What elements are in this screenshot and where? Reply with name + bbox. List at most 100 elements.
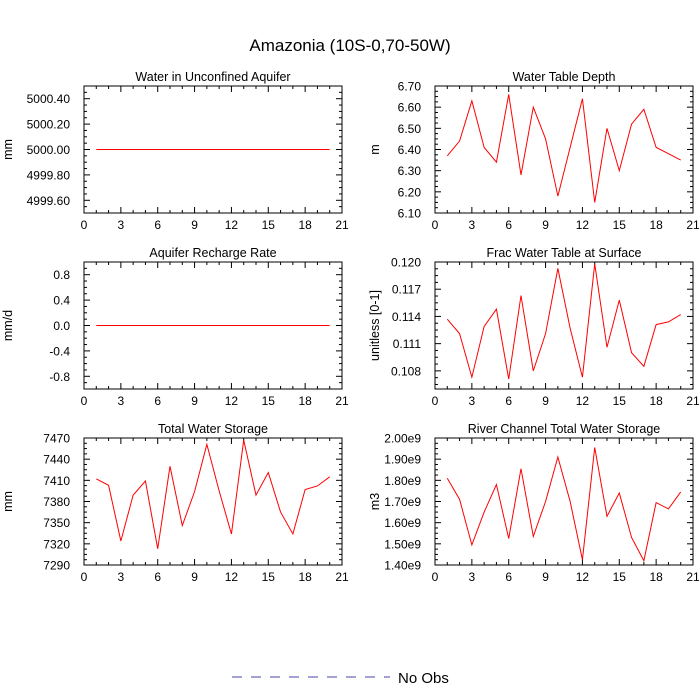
y-tick-label: 7380 bbox=[43, 495, 70, 509]
x-tick-label: 21 bbox=[335, 394, 349, 408]
x-tick-label: 0 bbox=[81, 218, 88, 232]
x-tick-label: 12 bbox=[576, 394, 590, 408]
y-tick-label: 7410 bbox=[43, 474, 70, 488]
y-tick-label: 0.4 bbox=[53, 294, 70, 308]
x-tick-label: 9 bbox=[542, 218, 549, 232]
panels: Water in Unconfined Aquifer 0 3 6 9 12 15 18 21 4… bbox=[1, 70, 700, 584]
y-tick-label: 7470 bbox=[43, 432, 70, 446]
y-tick-label: 0.114 bbox=[392, 310, 421, 324]
y-tick-label: 5000.00 bbox=[27, 143, 71, 157]
y-tick-label: 5000.40 bbox=[27, 92, 71, 106]
chart-title: Total Water Storage bbox=[158, 422, 268, 436]
x-tick-label: 0 bbox=[432, 570, 439, 584]
y-axis-label: m3 bbox=[368, 493, 382, 510]
series-line-1850-124 bbox=[446, 447, 682, 563]
y-tick-label: 0.111 bbox=[393, 337, 422, 351]
y-axis-label: m bbox=[368, 144, 382, 154]
x-tick-label: 21 bbox=[686, 394, 700, 408]
series-line-1850-124 bbox=[96, 440, 331, 549]
y-tick-label: 0.117 bbox=[392, 283, 421, 297]
x-tick-label: 6 bbox=[154, 394, 161, 408]
x-tick-label: 9 bbox=[542, 570, 549, 584]
y-tick-label: 4999.60 bbox=[27, 194, 71, 208]
y-tick-label: 7440 bbox=[43, 453, 70, 467]
x-tick-label: 18 bbox=[298, 570, 312, 584]
y-tick-label: 6.40 bbox=[398, 143, 422, 157]
x-tick-label: 12 bbox=[225, 218, 239, 232]
y-tick-label: 1.50e9 bbox=[384, 537, 421, 551]
x-tick-label: 18 bbox=[298, 394, 312, 408]
y-tick-label: 0.8 bbox=[53, 268, 70, 282]
chart-title: Water Table Depth bbox=[513, 70, 616, 84]
y-tick-label: 1.90e9 bbox=[384, 453, 421, 467]
x-tick-label: 3 bbox=[118, 394, 125, 408]
x-tick-label: 6 bbox=[154, 570, 161, 584]
x-tick-label: 15 bbox=[613, 394, 627, 408]
chart-panel-frac-water-table-at-surface: Frac Water Table at Surface 0 3 6 9 12 15 18 21 0… bbox=[368, 246, 700, 408]
x-tick-label: 15 bbox=[613, 218, 627, 232]
x-tick-label: 18 bbox=[649, 218, 663, 232]
x-tick-label: 0 bbox=[432, 218, 439, 232]
y-tick-label: -0.8 bbox=[49, 370, 70, 384]
chart-title: River Channel Total Water Storage bbox=[468, 422, 661, 436]
y-tick-label: 2.00e9 bbox=[384, 432, 421, 446]
x-tick-label: 9 bbox=[191, 218, 198, 232]
x-tick-label: 0 bbox=[81, 570, 88, 584]
x-tick-label: 15 bbox=[262, 394, 276, 408]
x-tick-label: 9 bbox=[542, 394, 549, 408]
x-tick-label: 3 bbox=[118, 218, 125, 232]
y-tick-label: 7350 bbox=[43, 516, 70, 530]
chart-title: Water in Unconfined Aquifer bbox=[135, 70, 290, 84]
y-tick-label: 0.0 bbox=[53, 319, 70, 333]
y-tick-label: 6.10 bbox=[398, 207, 422, 221]
chart-title: Frac Water Table at Surface bbox=[487, 246, 642, 260]
figure-title: Amazonia (10S-0,70-50W) bbox=[249, 36, 450, 55]
plot-frame bbox=[83, 437, 343, 566]
x-tick-label: 0 bbox=[81, 394, 88, 408]
chart-panel-water-in-unconfined-aquifer: Water in Unconfined Aquifer 0 3 6 9 12 15 18 21 4… bbox=[1, 70, 349, 232]
plot-frame bbox=[434, 85, 694, 214]
x-tick-label: 15 bbox=[613, 570, 627, 584]
x-tick-label: 21 bbox=[335, 218, 349, 232]
chart-panel-total-water-storage: Total Water Storage 0 3 6 9 12 15 18 21 7290 7320 7… bbox=[1, 422, 349, 584]
x-tick-label: 18 bbox=[298, 218, 312, 232]
plot-frame bbox=[434, 261, 694, 390]
y-tick-label: 1.60e9 bbox=[384, 516, 421, 530]
x-tick-label: 15 bbox=[262, 218, 276, 232]
y-axis-label: mm bbox=[1, 491, 15, 512]
x-tick-label: 21 bbox=[335, 570, 349, 584]
y-axis-label: mm/d bbox=[1, 310, 15, 341]
plot-frame bbox=[434, 437, 694, 566]
x-tick-label: 12 bbox=[576, 570, 590, 584]
x-tick-label: 3 bbox=[469, 394, 476, 408]
x-tick-label: 12 bbox=[225, 394, 239, 408]
y-tick-label: 1.70e9 bbox=[384, 495, 421, 509]
y-axis-label: unitless [0-1] bbox=[368, 290, 382, 361]
y-tick-label: 7290 bbox=[43, 559, 70, 573]
x-tick-label: 6 bbox=[505, 570, 512, 584]
y-tick-label: 5000.20 bbox=[27, 118, 71, 132]
x-tick-label: 18 bbox=[649, 394, 663, 408]
chart-panel-aquifer-recharge-rate: Aquifer Recharge Rate 0 3 6 9 12 15 18 21 -0.8 -0.… bbox=[1, 246, 349, 408]
x-tick-label: 9 bbox=[191, 394, 198, 408]
y-tick-label: 1.40e9 bbox=[384, 559, 421, 573]
x-tick-label: 12 bbox=[576, 218, 590, 232]
x-tick-label: 9 bbox=[191, 570, 198, 584]
x-tick-label: 12 bbox=[225, 570, 239, 584]
y-tick-label: 6.70 bbox=[398, 80, 422, 94]
x-tick-label: 6 bbox=[154, 218, 161, 232]
x-tick-label: 15 bbox=[262, 570, 276, 584]
x-tick-label: 6 bbox=[505, 218, 512, 232]
y-tick-label: 6.50 bbox=[398, 122, 422, 136]
y-tick-label: 7320 bbox=[43, 537, 70, 551]
y-tick-label: 0.108 bbox=[391, 364, 421, 378]
chart-panel-river-channel-total-water-storage: River Channel Total Water Storage 0 3 6 9 12 1… bbox=[368, 422, 700, 584]
y-tick-label: 4999.80 bbox=[27, 168, 71, 182]
y-tick-label: 6.20 bbox=[398, 185, 422, 199]
x-tick-label: 21 bbox=[686, 570, 700, 584]
x-tick-label: 18 bbox=[649, 570, 663, 584]
x-tick-label: 0 bbox=[432, 394, 439, 408]
legend: No Obs 1850_124 bbox=[232, 670, 449, 687]
x-tick-label: 6 bbox=[505, 394, 512, 408]
